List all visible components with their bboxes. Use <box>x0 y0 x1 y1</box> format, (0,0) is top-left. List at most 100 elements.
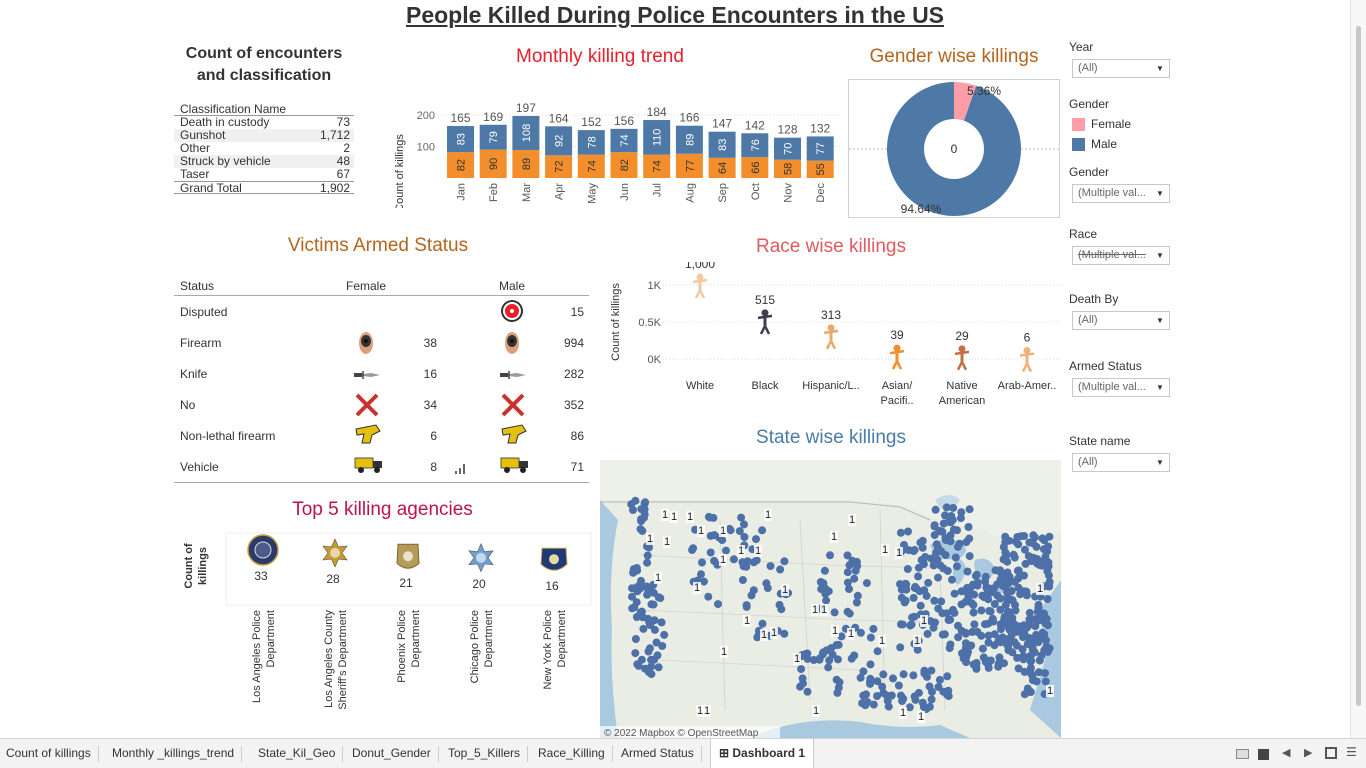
map-point[interactable] <box>1002 573 1011 582</box>
map-point[interactable] <box>985 607 994 615</box>
person-figure-icon[interactable] <box>954 345 970 371</box>
map-point[interactable] <box>1011 537 1020 546</box>
map-point[interactable] <box>1005 536 1014 545</box>
map-point[interactable] <box>631 635 640 643</box>
map-point[interactable] <box>628 592 636 601</box>
map-point[interactable] <box>850 574 859 583</box>
map-point[interactable] <box>1031 615 1039 624</box>
map-point[interactable] <box>997 568 1005 577</box>
bar-male[interactable] <box>675 125 703 154</box>
map-point[interactable] <box>636 608 645 617</box>
map-point[interactable] <box>644 587 653 596</box>
map-point[interactable] <box>832 641 841 650</box>
map-point[interactable] <box>643 558 652 567</box>
map-point[interactable] <box>1018 625 1026 634</box>
map-point[interactable] <box>776 565 785 574</box>
map-point[interactable] <box>939 519 948 528</box>
map-point[interactable] <box>658 642 667 650</box>
map-point[interactable] <box>1032 677 1041 686</box>
map-point[interactable] <box>909 671 918 680</box>
map-point[interactable] <box>1002 550 1011 559</box>
map-point[interactable] <box>973 627 982 636</box>
map-point[interactable] <box>963 567 972 576</box>
bar-male[interactable] <box>741 133 769 158</box>
map-point[interactable] <box>929 561 938 570</box>
map-point[interactable] <box>700 577 708 586</box>
lapd-badge-icon[interactable] <box>247 534 279 566</box>
map-point[interactable] <box>738 558 747 567</box>
next-sheet-icon[interactable]: ▶ <box>1304 746 1313 759</box>
map-point[interactable] <box>640 510 649 519</box>
map-point[interactable] <box>984 631 993 640</box>
person-figure-icon[interactable] <box>692 273 708 299</box>
map-point[interactable] <box>698 558 706 567</box>
map-point[interactable] <box>873 677 882 686</box>
bar-female[interactable] <box>774 159 801 178</box>
map-point[interactable] <box>797 665 806 674</box>
map-point[interactable] <box>1025 608 1034 617</box>
map-point[interactable] <box>1043 595 1052 603</box>
sheriff-star-icon[interactable] <box>322 538 348 568</box>
map-point[interactable] <box>1040 630 1049 639</box>
map-point[interactable] <box>949 503 958 512</box>
map-point[interactable] <box>803 687 812 696</box>
tab-race-killing[interactable]: Race_Killing <box>538 746 613 762</box>
map-point[interactable] <box>1019 655 1028 664</box>
bar-female[interactable] <box>708 157 736 178</box>
map-point[interactable] <box>965 534 974 543</box>
grid-view-icon[interactable] <box>1236 749 1249 759</box>
map-point[interactable] <box>735 527 744 536</box>
map-point[interactable] <box>1042 614 1051 623</box>
map-point[interactable] <box>901 579 910 588</box>
classification-row[interactable]: Gunshot 1,712 <box>174 129 354 142</box>
map-point[interactable] <box>938 630 947 639</box>
bar-male[interactable] <box>774 137 801 160</box>
map-point[interactable] <box>1042 636 1050 645</box>
map-point[interactable] <box>635 581 644 590</box>
map-point[interactable] <box>762 579 771 588</box>
map-point[interactable] <box>1020 690 1029 699</box>
map-point[interactable] <box>753 633 762 642</box>
map-point[interactable] <box>999 582 1008 591</box>
bar-female[interactable] <box>610 152 638 178</box>
map-point[interactable] <box>1020 571 1028 580</box>
map-point[interactable] <box>1040 545 1048 554</box>
map-point[interactable] <box>752 556 761 565</box>
map-point[interactable] <box>634 661 643 670</box>
map-point[interactable] <box>910 584 919 592</box>
map-point[interactable] <box>882 691 891 700</box>
bar-chart-icon[interactable] <box>455 463 467 474</box>
map-point[interactable] <box>709 513 718 522</box>
map-point[interactable] <box>1035 656 1044 665</box>
bar-female[interactable] <box>741 157 769 178</box>
map-point[interactable] <box>936 561 945 570</box>
map-point[interactable] <box>1045 582 1054 591</box>
map-point[interactable] <box>740 533 749 541</box>
map-point[interactable] <box>900 598 909 607</box>
map-point[interactable] <box>937 597 946 606</box>
map-point[interactable] <box>780 557 789 566</box>
bar-female[interactable] <box>512 149 540 178</box>
tab-state-kil-geo[interactable]: State_Kil_Geo <box>258 746 344 762</box>
map-point[interactable] <box>961 597 970 606</box>
bar-female[interactable] <box>577 154 605 178</box>
map-point[interactable] <box>957 587 966 596</box>
map-point[interactable] <box>997 634 1006 642</box>
map-point[interactable] <box>930 596 939 605</box>
map-point[interactable] <box>825 656 834 665</box>
map-point[interactable] <box>1026 657 1035 666</box>
tab-monthly-killings-trend[interactable]: Monthly _killings_trend <box>112 746 243 762</box>
tab-donut-gender[interactable]: Donut_Gender <box>352 746 439 762</box>
map-point[interactable] <box>967 599 976 608</box>
map-point[interactable] <box>803 649 812 658</box>
map-point[interactable] <box>946 537 955 546</box>
map-point[interactable] <box>706 548 715 557</box>
map-point[interactable] <box>956 514 965 523</box>
map-point[interactable] <box>969 608 978 617</box>
map-point[interactable] <box>647 670 656 679</box>
map-point[interactable] <box>949 525 958 534</box>
map-point[interactable] <box>749 586 758 595</box>
map-point[interactable] <box>1034 604 1043 612</box>
map-point[interactable] <box>981 620 989 629</box>
